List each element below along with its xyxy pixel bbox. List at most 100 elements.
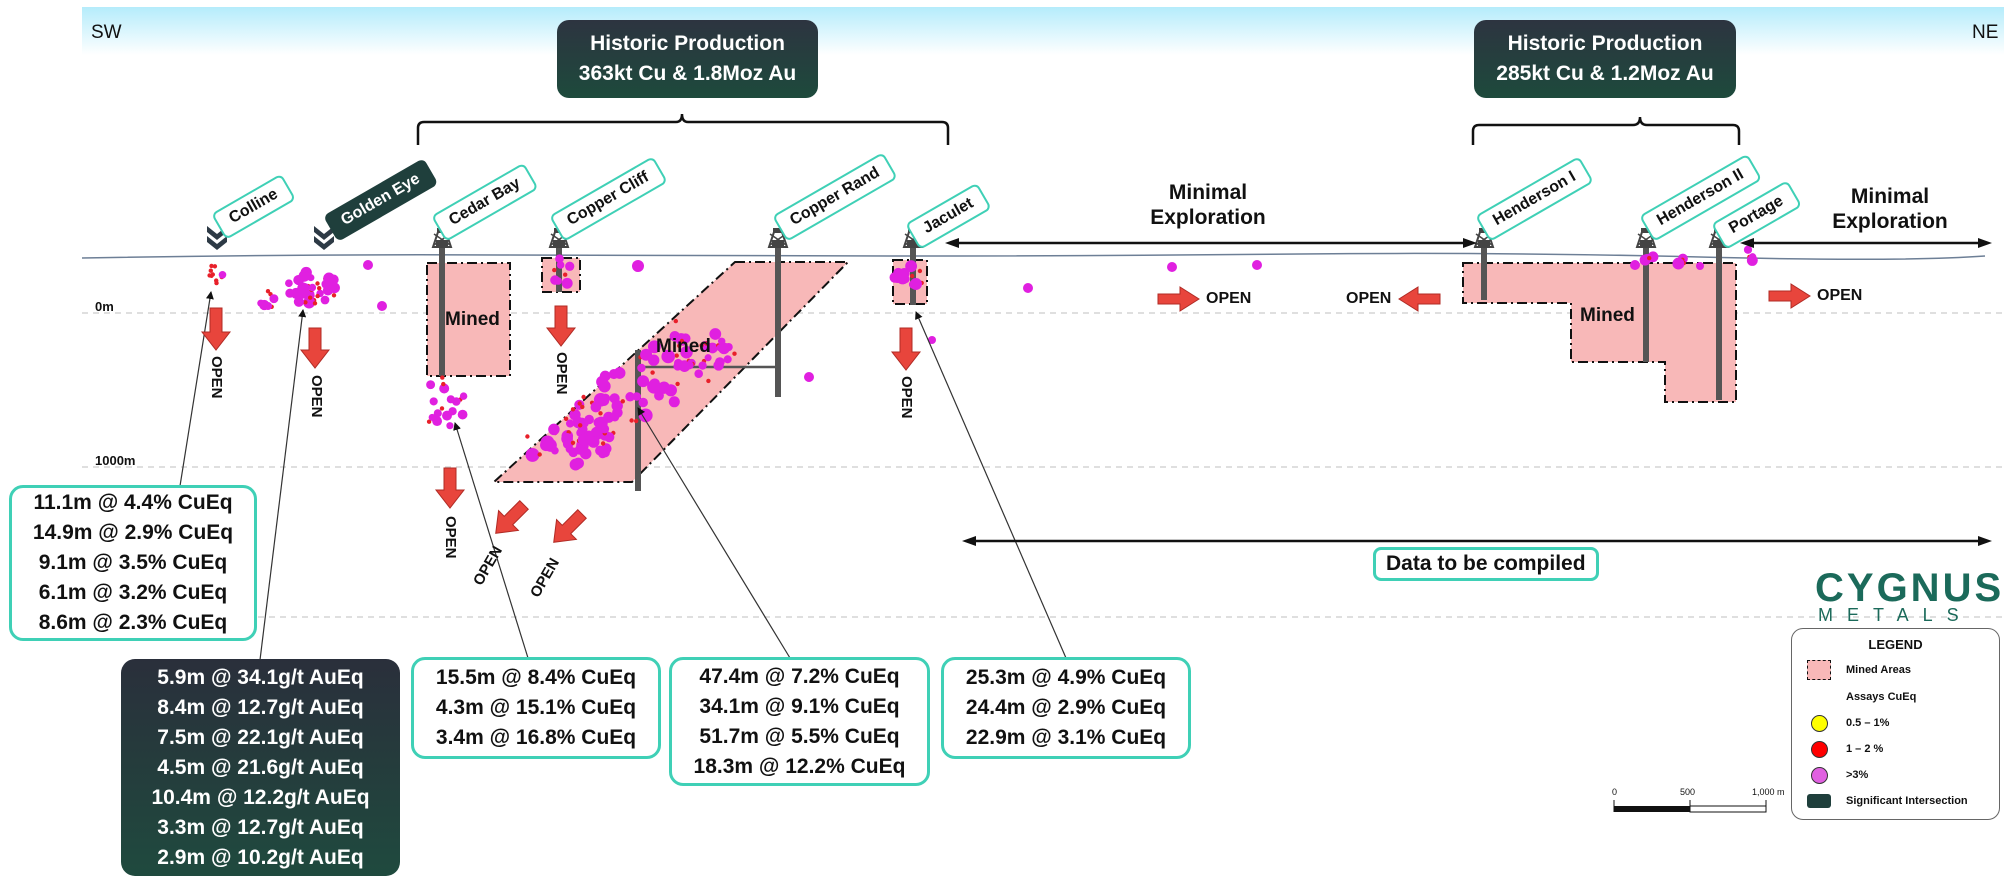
intersection-golden-eye-6: 2.9m @ 10.2g/t AuEq (157, 845, 364, 869)
assay-point (574, 444, 586, 455)
assay-point (685, 361, 694, 370)
assay-point (590, 401, 602, 413)
open-arrow-left-henderson (1398, 286, 1441, 312)
assay-point (598, 395, 610, 407)
legend-row-mined: Mined Areas (1806, 659, 1911, 681)
open-arrow-colline (200, 307, 232, 351)
intersection-box-copper-rand: 47.4m @ 7.2% CuEq 34.1m @ 9.1% CuEq 51.7… (669, 657, 930, 786)
assay-point (675, 381, 680, 387)
assay-point (214, 280, 219, 286)
assay-point (699, 343, 704, 348)
assay-point (650, 370, 655, 375)
assay-point (1647, 255, 1652, 261)
assay-points (207, 245, 1758, 471)
assay-point (459, 392, 468, 400)
assay-point (732, 351, 737, 356)
assay-point (596, 375, 609, 388)
assay-point (599, 430, 611, 441)
historic-production-2-title: Historic Production (1507, 32, 1703, 55)
assay-point (548, 423, 560, 436)
assay-point (308, 283, 317, 292)
legend-assays-label: Assays CuEq (1846, 691, 1917, 703)
mined-swatch-icon (1807, 660, 1831, 680)
assay-point (632, 392, 642, 401)
scale-label-0: 0 (1612, 787, 1618, 797)
assay-point (323, 275, 334, 286)
assay-point (551, 446, 559, 455)
legend-title: LEGEND (1868, 637, 1923, 652)
data-to-compile-label: Data to be compiled (1373, 547, 1599, 581)
assay-point (442, 410, 452, 421)
intersection-box-colline: 11.1m @ 4.4% CuEq 14.9m @ 2.9% CuEq 9.1m… (9, 485, 257, 641)
assay-point (673, 318, 678, 324)
open-arrow-cedar-bay-down (434, 467, 466, 509)
assay-point (570, 407, 576, 412)
legend-row-item-2: >3% (1806, 764, 1868, 786)
assay-point (638, 397, 648, 408)
assay-point (595, 445, 606, 456)
legend-row-significant: Significant Intersection (1806, 790, 1968, 812)
assay-point (608, 369, 619, 380)
assay-point (320, 295, 330, 305)
assay-point (1743, 245, 1753, 254)
assay-point (293, 296, 304, 307)
assay-point (647, 340, 661, 354)
minimal-exploration-label-2: Minimal Exploration (1832, 185, 1948, 233)
assay-point (600, 441, 606, 446)
legend-item-0-label: 0.5 – 1% (1846, 717, 1890, 729)
assay-point (704, 354, 712, 362)
assay-point (315, 293, 320, 299)
assay-point (917, 268, 923, 274)
assay-point (433, 409, 442, 418)
assay-point (209, 263, 214, 269)
intersection-colline-4: 8.6m @ 2.3% CuEq (38, 611, 228, 634)
assay-point (428, 413, 436, 421)
assay-point (600, 424, 610, 434)
assay-point (1672, 257, 1685, 270)
assay-point (552, 267, 557, 273)
intersection-copper-rand-3: 18.3m @ 12.2% CuEq (693, 754, 906, 778)
assay-point (603, 411, 615, 423)
assay-point (556, 261, 565, 269)
intersection-copper-rand-1: 34.1m @ 9.1% CuEq (699, 694, 900, 718)
assay-point (634, 418, 639, 424)
open-arrow-jaculet (890, 327, 922, 371)
intersection-jaculet-2: 22.9m @ 3.1% CuEq (965, 726, 1167, 749)
open-label-jaculet: OPEN (898, 376, 915, 419)
assay-point (674, 353, 679, 358)
assay-point (285, 279, 293, 288)
assay-point (218, 270, 227, 279)
cygnus-logo-text: CYGNUS (1815, 566, 2005, 610)
open-arrow-copper-cliff (545, 305, 577, 347)
legend-significant-label: Significant Intersection (1846, 795, 1968, 807)
assay-point (629, 418, 634, 423)
intersection-copper-rand-2: 51.7m @ 5.5% CuEq (699, 724, 900, 748)
intersection-cedar-bay-2: 3.4m @ 16.8% CuEq (435, 726, 637, 749)
intersection-colline-0: 11.1m @ 4.4% CuEq (33, 491, 233, 514)
legend-row-item-1: 1 – 2 % (1806, 738, 1883, 760)
direction-sw: SW (91, 22, 122, 43)
assay-point (637, 375, 650, 388)
chevron-golden-eye (314, 226, 334, 250)
assay-point (426, 380, 436, 390)
assay-point (578, 423, 583, 428)
assay-point (303, 296, 316, 309)
assay-point (611, 400, 623, 412)
intersection-colline-3: 6.1m @ 3.2% CuEq (38, 581, 228, 604)
open-arrow-copper-rand-diag (553, 509, 587, 543)
significant-swatch-icon (1807, 794, 1831, 808)
assay-point (1746, 255, 1758, 266)
open-label-copper-cliff: OPEN (553, 352, 570, 395)
assay-point (580, 404, 585, 410)
open-arrow-cedar-bay-diag (495, 500, 529, 534)
open-label-cedar-bay: OPEN (442, 516, 459, 559)
minimal-exploration-label-1: Minimal Exploration (1150, 181, 1266, 229)
legend-mined-label: Mined Areas (1846, 664, 1912, 676)
assay-point (598, 411, 603, 416)
intersection-golden-eye-2: 7.5m @ 22.1g/t AuEq (157, 725, 364, 749)
assay-point (570, 440, 576, 445)
assay-point (264, 302, 272, 310)
assay-point (718, 342, 730, 355)
assay-point (723, 355, 732, 364)
assay-point (290, 287, 302, 299)
